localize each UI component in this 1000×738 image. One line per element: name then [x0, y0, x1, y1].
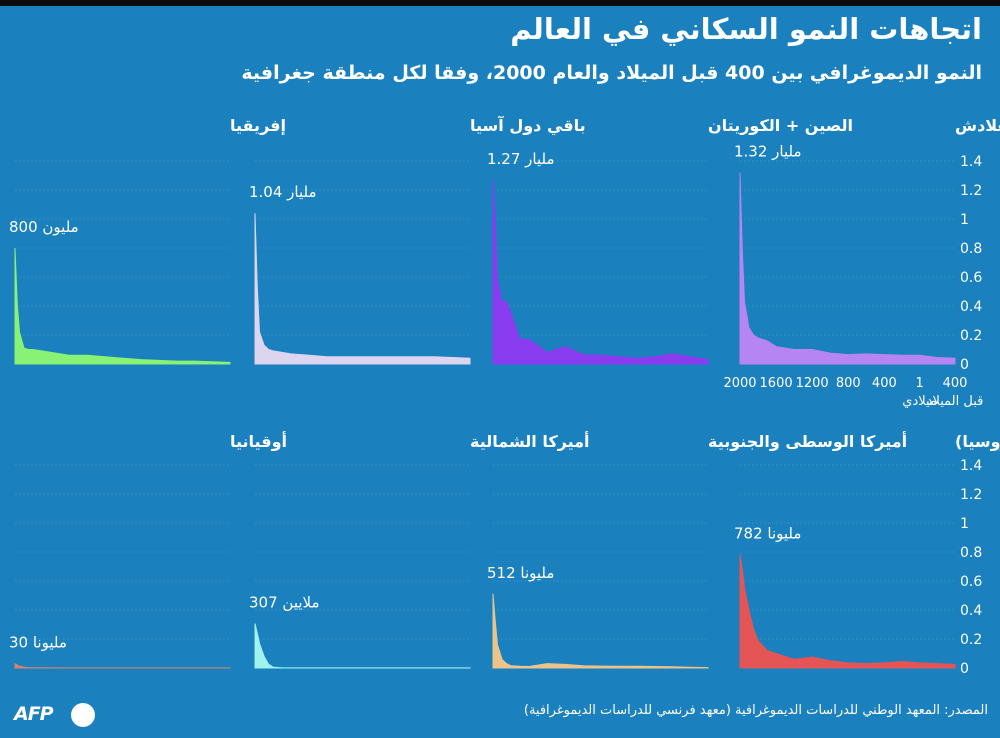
x-tick-label: 400 [872, 376, 897, 391]
y-tick-label: 1 [960, 516, 969, 532]
y-tick-label: 1.2 [960, 183, 982, 199]
y-tick-label: 0.6 [960, 574, 982, 590]
area-series [739, 172, 956, 365]
source-note: المصدر: المعهد الوطني للدراسات الديموغرا… [523, 703, 988, 718]
peak-label: 1.27 مليار [487, 150, 555, 168]
y-tick-label: 0.2 [960, 328, 982, 344]
y-tick-label: 0.2 [960, 632, 982, 648]
panel-title: أميركا الوسطى والجنوبية [708, 431, 907, 451]
x-tick-label: 1200 [796, 376, 829, 391]
y-tick-label: 1.2 [960, 487, 982, 503]
y-tick-label: 0.4 [960, 299, 982, 315]
area-series [739, 554, 956, 669]
peak-label: 782 مليونا [734, 525, 801, 543]
x-tick-label: 1 [915, 376, 923, 391]
afp-logo-dot [71, 703, 95, 727]
peak-label: 800 مليون [9, 218, 79, 236]
panel-title: الصين + الكوريتان [708, 116, 853, 135]
area-series [492, 179, 709, 365]
page-subtitle: النمو الديموغرافي بين 400 قبل الميلاد وا… [241, 62, 982, 84]
y-tick-label: 0.8 [960, 545, 982, 561]
x-tick-sublabel: قبل الميلاد [927, 394, 984, 409]
x-tick-label: 1600 [760, 376, 793, 391]
panel-title: أوروبا (وتشمل روسيا) [955, 431, 1000, 451]
area-series [254, 213, 471, 365]
area-series [14, 247, 231, 365]
y-tick-label: 0.4 [960, 603, 982, 619]
y-tick-label: 0 [960, 357, 969, 373]
y-tick-label: 0 [960, 661, 969, 677]
x-tick-sublabel: ميلادي [902, 394, 937, 409]
area-series [492, 593, 709, 669]
y-tick-label: 1 [960, 212, 969, 228]
panel-title: إفريقيا [230, 116, 286, 135]
y-tick-label: 1.4 [960, 154, 982, 170]
peak-label: 1.32 مليار [734, 143, 802, 161]
area-series [14, 662, 231, 669]
x-tick-label: 400 [943, 376, 968, 391]
y-tick-label: 0.6 [960, 270, 982, 286]
panel-title: باقي دول آسيا [470, 115, 586, 136]
y-tick-label: 1.4 [960, 458, 982, 474]
peak-label: 512 مليونا [487, 564, 554, 582]
peak-label: 30 مليونا [9, 634, 67, 652]
panel-title: أوقيانيا [230, 431, 287, 451]
afp-logo: AFP [14, 703, 95, 729]
top-bar [0, 0, 1000, 6]
area-series [254, 623, 471, 669]
afp-logo-text: AFP [14, 703, 54, 725]
x-tick-label: 800 [836, 376, 861, 391]
page-title: اتجاهات النمو السكاني في العالم [510, 12, 982, 46]
peak-label: 307 ملايين [249, 593, 320, 611]
peak-label: 1.04 مليار [249, 183, 317, 201]
y-tick-label: 0.8 [960, 241, 982, 257]
panel-title: الهند + باكستان + بنغلادش [955, 116, 1000, 135]
x-tick-label: 2000 [723, 376, 756, 391]
panel-title: أميركا الشمالية [470, 431, 590, 451]
